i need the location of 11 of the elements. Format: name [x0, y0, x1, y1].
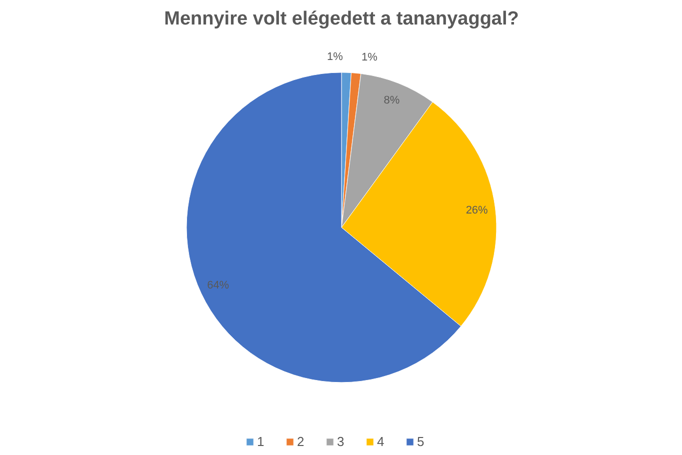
legend-label: 3: [337, 434, 346, 449]
data-label: 26%: [466, 204, 488, 216]
data-label: 8%: [384, 94, 400, 107]
data-label: 1%: [362, 52, 378, 64]
chart-title: Mennyire volt elégedett a tananyaggal?: [164, 8, 519, 30]
legend-label: 1: [257, 434, 266, 449]
data-label: 64%: [207, 280, 230, 292]
legend-label: 4: [377, 434, 386, 449]
legend-label: 2: [297, 434, 306, 449]
data-label: 1%: [326, 51, 344, 64]
legend-label: 5: [417, 434, 426, 449]
